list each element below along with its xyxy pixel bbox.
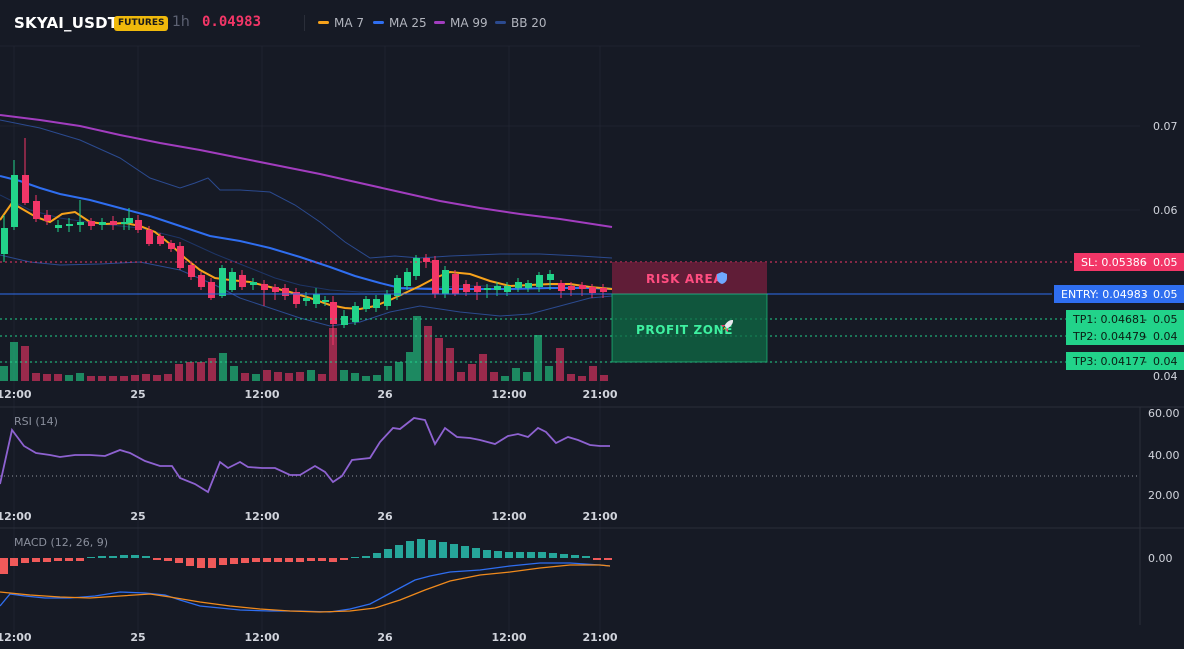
entry-label-dash: - xyxy=(1143,288,1147,301)
time-axis-rsi[interactable]: 12:00 25 12:00 26 12:00 21:00 xyxy=(0,510,618,523)
timeframe-label[interactable]: 1h xyxy=(172,14,190,30)
tp1-label-text: TP1: 0.04681 xyxy=(1072,313,1146,326)
grid-lines xyxy=(0,45,1140,640)
tp3-axis-label[interactable]: TP3: 0.04177 - 0.04 xyxy=(1066,352,1184,370)
legend-ma25[interactable]: MA 25 xyxy=(373,16,427,30)
legend-ma7-label: MA 7 xyxy=(334,16,365,30)
ma99-line xyxy=(0,114,613,228)
rsi-axis[interactable]: 60.00 40.00 20.00 xyxy=(1148,407,1180,502)
time-tick: 12:00 xyxy=(491,510,526,523)
price-tick: 0.07 xyxy=(1153,120,1178,133)
macd-title: MACD (12, 26, 9) xyxy=(14,536,108,549)
tp1-label-dash: - xyxy=(1143,313,1147,326)
last-price: 0.04983 xyxy=(202,14,262,30)
tp3-label-text: TP3: 0.04177 xyxy=(1072,355,1146,368)
sl-price-text: 0.05 xyxy=(1153,256,1178,269)
rsi-title: RSI (14) xyxy=(14,415,58,428)
bb20-swatch xyxy=(495,21,506,24)
chart-header: SKYAI_USDT FUTURES 1h 0.04983 MA 7 MA 25… xyxy=(0,0,1184,46)
rsi-tick: 60.00 xyxy=(1148,407,1180,420)
tp2-label-text: TP2: 0.04479 xyxy=(1072,330,1146,343)
sl-axis-label[interactable]: SL: 0.05386 - 0.05 xyxy=(1074,253,1184,271)
legend-bb20-label: BB 20 xyxy=(511,16,547,30)
price-tick: 0.04 xyxy=(1153,370,1178,383)
time-tick: 25 xyxy=(130,388,145,401)
time-tick: 25 xyxy=(130,510,145,523)
time-tick: 12:00 xyxy=(0,510,32,523)
futures-badge: FUTURES xyxy=(114,16,169,31)
rsi-tick: 40.00 xyxy=(1148,449,1180,462)
legend-ma99-label: MA 99 xyxy=(450,16,488,30)
entry-price-text: 0.05 xyxy=(1153,288,1178,301)
risk-area-label: RISK AREA xyxy=(646,272,723,286)
profit-zone[interactable] xyxy=(612,294,767,362)
rsi-line xyxy=(0,417,610,494)
tp1-tp2-axis-label[interactable]: TP1: 0.04681 - 0.05 TP2: 0.04479 - 0.04 xyxy=(1066,310,1184,345)
tp3-price-text: 0.04 xyxy=(1153,355,1178,368)
tp2-label-dash: - xyxy=(1143,330,1147,343)
entry-label-text: ENTRY: 0.04983 xyxy=(1061,288,1148,301)
legend-ma7[interactable]: MA 7 xyxy=(318,16,364,30)
ma99-swatch xyxy=(434,21,445,24)
price-tick: 0.06 xyxy=(1153,204,1178,217)
macd-signal-line xyxy=(0,564,611,613)
time-axis-main[interactable]: 12:00 25 12:00 26 12:00 21:00 xyxy=(0,388,618,401)
entry-axis-label[interactable]: ENTRY: 0.04983 - 0.05 xyxy=(1054,285,1184,303)
time-tick: 21:00 xyxy=(582,510,617,523)
macd-tick: 0.00 xyxy=(1148,552,1173,565)
time-axis-macd[interactable]: 12:00 25 12:00 26 12:00 21:00 xyxy=(0,631,618,644)
time-tick: 12:00 xyxy=(491,631,526,644)
time-tick: 12:00 xyxy=(0,631,32,644)
legend-ma25-label: MA 25 xyxy=(389,16,427,30)
price-axis[interactable]: 0.07 0.06 0.04 xyxy=(1153,120,1178,383)
symbol-label[interactable]: SKYAI_USDT xyxy=(14,14,119,32)
tp3-label-dash: - xyxy=(1143,355,1147,368)
rsi-tick: 20.00 xyxy=(1148,489,1180,502)
legend-bb20[interactable]: BB 20 xyxy=(495,16,547,30)
time-tick: 12:00 xyxy=(0,388,32,401)
time-tick: 12:00 xyxy=(244,631,279,644)
ma7-swatch xyxy=(318,21,329,24)
time-tick: 12:00 xyxy=(244,510,279,523)
header-divider xyxy=(304,15,305,31)
time-tick: 26 xyxy=(377,388,393,401)
sl-label-dash: - xyxy=(1143,256,1147,269)
time-tick: 21:00 xyxy=(582,388,617,401)
tp2-price-text: 0.04 xyxy=(1153,330,1178,343)
time-tick: 25 xyxy=(130,631,145,644)
macd-histogram xyxy=(0,539,612,574)
time-tick: 26 xyxy=(377,631,393,644)
time-tick: 12:00 xyxy=(244,388,279,401)
time-tick: 26 xyxy=(377,510,393,523)
candles xyxy=(1,138,607,345)
time-tick: 21:00 xyxy=(582,631,617,644)
legend-ma99[interactable]: MA 99 xyxy=(434,16,488,30)
time-tick: 12:00 xyxy=(491,388,526,401)
ma25-swatch xyxy=(373,21,384,24)
volume-bars xyxy=(0,316,608,381)
tp1-price-text: 0.05 xyxy=(1153,313,1178,326)
ma7-line xyxy=(0,201,613,311)
profit-zone-label: PROFIT ZONE xyxy=(636,323,733,337)
shield-icon xyxy=(717,272,727,284)
macd-axis[interactable]: 0.00 xyxy=(1148,552,1173,565)
risk-area-zone[interactable] xyxy=(612,262,767,294)
ma25-line xyxy=(0,175,613,290)
sl-label-text: SL: 0.05386 xyxy=(1081,256,1147,269)
